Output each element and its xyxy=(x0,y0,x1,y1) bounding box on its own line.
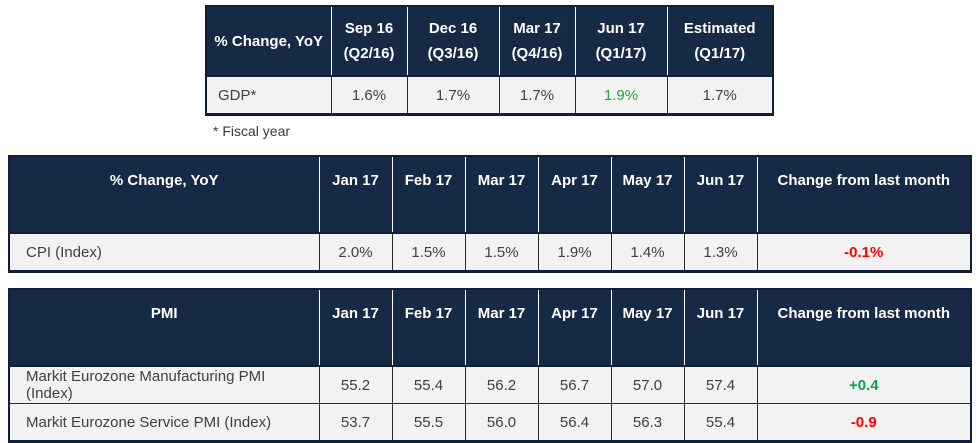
gdp-table-grid: % Change, YoY Sep 16 (Q2/16) Dec 16 (Q3/… xyxy=(205,5,774,116)
pmi-mfg-feb17: 55.4 xyxy=(391,365,466,404)
pmi-svc-may17: 56.3 xyxy=(610,403,685,442)
gdp-header-row: % Change, YoY Sep 16 (Q2/16) Dec 16 (Q3/… xyxy=(205,5,774,77)
pmi-service-row: Markit Eurozone Service PMI (Index) 53.7… xyxy=(8,403,972,442)
pmi-svc-change-value: -0.9 xyxy=(756,403,972,442)
cpi-table: % Change, YoY Jan 17 Feb 17 Mar 17 Apr 1… xyxy=(8,155,972,273)
gdp-value-estimated: 1.7% xyxy=(666,75,774,115)
pmi-service-label: Markit Eurozone Service PMI (Index) xyxy=(8,403,320,442)
cpi-value-feb17: 1.5% xyxy=(391,232,466,272)
pmi-col-apr17: Apr 17 xyxy=(537,288,612,367)
pmi-table-grid: PMI Jan 17 Feb 17 Mar 17 Apr 17 May 17 J… xyxy=(8,288,972,443)
pmi-svc-apr17: 56.4 xyxy=(537,403,612,442)
cpi-row-label: CPI (Index) xyxy=(8,232,320,272)
cpi-header-row: % Change, YoY Jan 17 Feb 17 Mar 17 Apr 1… xyxy=(8,155,972,234)
cpi-col-jun17: Jun 17 xyxy=(683,155,758,234)
pmi-col-jan17: Jan 17 xyxy=(318,288,393,367)
gdp-value-jun17-highlighted: 1.9% xyxy=(574,75,668,115)
gdp-value-mar17: 1.7% xyxy=(498,75,576,115)
pmi-col-mar17: Mar 17 xyxy=(464,288,539,367)
cpi-data-row: CPI (Index) 2.0% 1.5% 1.5% 1.9% 1.4% 1.3… xyxy=(8,232,972,272)
header-line1: Estimated xyxy=(683,20,756,37)
pmi-mfg-jun17: 57.4 xyxy=(683,365,758,404)
cpi-change-value: -0.1% xyxy=(756,232,972,272)
pmi-header-title: PMI xyxy=(8,288,320,367)
cpi-col-change: Change from last month xyxy=(756,155,972,234)
pmi-col-jun17: Jun 17 xyxy=(683,288,758,367)
header-line1: Jun 17 xyxy=(597,20,645,37)
header-line2: (Q3/16) xyxy=(427,45,479,62)
gdp-col-sep16: Sep 16 (Q2/16) xyxy=(330,5,408,77)
header-line1: Sep 16 xyxy=(344,20,394,37)
pmi-col-change: Change from last month xyxy=(756,288,972,367)
cpi-col-may17: May 17 xyxy=(610,155,685,234)
cpi-value-may17: 1.4% xyxy=(610,232,685,272)
pmi-svc-mar17: 56.0 xyxy=(464,403,539,442)
pmi-svc-feb17: 55.5 xyxy=(391,403,466,442)
gdp-value-sep16: 1.6% xyxy=(330,75,408,115)
pmi-col-may17: May 17 xyxy=(610,288,685,367)
gdp-col-dec16: Dec 16 (Q3/16) xyxy=(406,5,500,77)
cpi-col-feb17: Feb 17 xyxy=(391,155,466,234)
header-line1: Mar 17 xyxy=(513,20,561,37)
gdp-data-row: GDP* 1.6% 1.7% 1.7% 1.9% 1.7% xyxy=(205,75,774,115)
gdp-col-jun17: Jun 17 (Q1/17) xyxy=(574,5,668,77)
header-line2: (Q2/16) xyxy=(343,45,395,62)
cpi-value-jun17: 1.3% xyxy=(683,232,758,272)
gdp-col-estimated: Estimated (Q1/17) xyxy=(666,5,774,77)
cpi-value-mar17: 1.5% xyxy=(464,232,539,272)
header-line2: (Q1/17) xyxy=(694,45,746,62)
pmi-mfg-apr17: 56.7 xyxy=(537,365,612,404)
cpi-header-title: % Change, YoY xyxy=(8,155,320,234)
pmi-mfg-jan17: 55.2 xyxy=(318,365,393,404)
pmi-manufacturing-row: Markit Eurozone Manufacturing PMI (Index… xyxy=(8,365,972,404)
cpi-value-apr17: 1.9% xyxy=(537,232,612,272)
pmi-mfg-may17: 57.0 xyxy=(610,365,685,404)
header-line1: Dec 16 xyxy=(428,20,478,37)
cpi-table-grid: % Change, YoY Jan 17 Feb 17 Mar 17 Apr 1… xyxy=(8,155,972,273)
gdp-table: % Change, YoY Sep 16 (Q2/16) Dec 16 (Q3/… xyxy=(205,5,774,116)
fiscal-year-footnote: * Fiscal year xyxy=(213,123,291,139)
cpi-col-apr17: Apr 17 xyxy=(537,155,612,234)
header-line2: (Q4/16) xyxy=(511,45,563,62)
gdp-col-mar17: Mar 17 (Q4/16) xyxy=(498,5,576,77)
pmi-col-feb17: Feb 17 xyxy=(391,288,466,367)
cpi-value-jan17: 2.0% xyxy=(318,232,393,272)
pmi-svc-jun17: 55.4 xyxy=(683,403,758,442)
header-line2: (Q1/17) xyxy=(595,45,647,62)
cpi-col-mar17: Mar 17 xyxy=(464,155,539,234)
cpi-col-jan17: Jan 17 xyxy=(318,155,393,234)
pmi-table: PMI Jan 17 Feb 17 Mar 17 Apr 17 May 17 J… xyxy=(8,288,972,443)
gdp-value-dec16: 1.7% xyxy=(406,75,500,115)
pmi-svc-jan17: 53.7 xyxy=(318,403,393,442)
gdp-header-title: % Change, YoY xyxy=(205,5,332,77)
pmi-mfg-mar17: 56.2 xyxy=(464,365,539,404)
pmi-mfg-change-value: +0.4 xyxy=(756,365,972,404)
pmi-header-row: PMI Jan 17 Feb 17 Mar 17 Apr 17 May 17 J… xyxy=(8,288,972,367)
pmi-manufacturing-label: Markit Eurozone Manufacturing PMI (Index… xyxy=(8,365,320,404)
gdp-row-label: GDP* xyxy=(205,75,332,115)
